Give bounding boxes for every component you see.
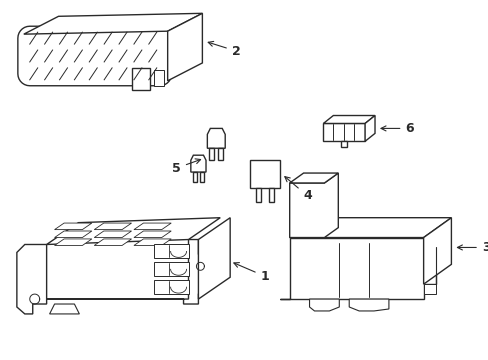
Polygon shape [198, 218, 230, 299]
Polygon shape [365, 116, 374, 141]
Polygon shape [17, 244, 46, 314]
Polygon shape [423, 218, 450, 284]
Polygon shape [94, 239, 131, 246]
Polygon shape [167, 13, 202, 81]
Polygon shape [134, 223, 171, 230]
Polygon shape [279, 238, 435, 299]
Polygon shape [289, 173, 338, 183]
Text: 4: 4 [284, 177, 311, 202]
Polygon shape [249, 160, 279, 188]
Polygon shape [255, 188, 261, 202]
Polygon shape [153, 262, 188, 276]
Polygon shape [134, 231, 171, 238]
Polygon shape [289, 218, 450, 238]
Polygon shape [18, 26, 171, 86]
Polygon shape [289, 173, 338, 238]
Polygon shape [218, 148, 223, 160]
Polygon shape [153, 280, 188, 294]
Polygon shape [323, 116, 374, 123]
Polygon shape [55, 223, 92, 230]
Polygon shape [132, 68, 149, 90]
Text: 1: 1 [233, 262, 269, 283]
Polygon shape [55, 231, 92, 238]
Polygon shape [200, 172, 204, 182]
Polygon shape [134, 239, 171, 246]
Polygon shape [40, 239, 203, 304]
Polygon shape [207, 129, 225, 148]
Polygon shape [24, 13, 202, 34]
Polygon shape [190, 155, 205, 172]
Polygon shape [348, 299, 388, 311]
Polygon shape [209, 148, 214, 160]
Polygon shape [341, 141, 346, 147]
Text: 5: 5 [172, 159, 200, 175]
Polygon shape [153, 70, 163, 86]
Text: 3: 3 [456, 241, 488, 254]
Polygon shape [49, 304, 79, 314]
Polygon shape [323, 123, 365, 141]
Polygon shape [153, 244, 188, 258]
Polygon shape [94, 231, 131, 238]
Text: 6: 6 [380, 122, 413, 135]
Polygon shape [423, 284, 435, 294]
Polygon shape [55, 239, 92, 246]
Polygon shape [309, 299, 339, 311]
Polygon shape [268, 188, 273, 202]
Text: 2: 2 [208, 41, 240, 58]
Polygon shape [192, 172, 196, 182]
Polygon shape [46, 218, 220, 244]
Polygon shape [94, 223, 131, 230]
